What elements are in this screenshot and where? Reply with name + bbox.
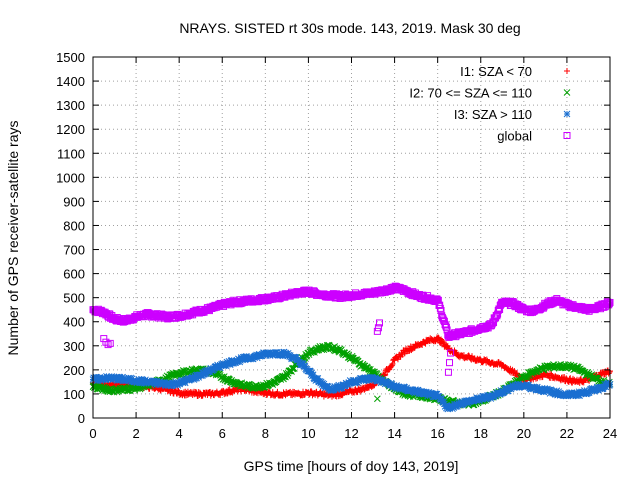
data-point — [605, 301, 613, 309]
legend: I1: SZA < 70 I2: 70 <= SZA <= 110 I3: SZA … — [409, 64, 571, 144]
data-point — [374, 324, 382, 332]
x-tick-label: 12 — [344, 426, 358, 441]
y-tick-label: 400 — [63, 315, 85, 330]
data-point — [373, 327, 381, 335]
y-tick-label: 1200 — [56, 122, 85, 137]
data-point — [437, 306, 445, 314]
x-tick-label: 6 — [219, 426, 226, 441]
data-point — [490, 319, 498, 327]
y-tick-label: 1400 — [56, 74, 85, 89]
legend-label: I1: SZA < 70 — [460, 64, 532, 79]
data-point — [274, 388, 281, 395]
legend-marker — [563, 110, 571, 118]
data-point — [421, 339, 428, 346]
y-tick-label: 800 — [63, 218, 85, 233]
plot-area — [89, 282, 614, 413]
x-tick-label: 2 — [132, 426, 139, 441]
data-point — [238, 388, 245, 395]
y-tick-label: 1100 — [57, 146, 85, 161]
x-tick-label: 8 — [262, 426, 269, 441]
data-point — [217, 392, 224, 399]
data-point — [605, 382, 613, 389]
data-point — [182, 392, 189, 399]
y-tick-label: 1500 — [56, 50, 85, 65]
y-axis-label: Number of GPS receiver-satellite rays — [5, 121, 21, 356]
data-point — [605, 300, 613, 308]
x-tick-label: 14 — [387, 426, 401, 441]
data-point — [434, 296, 442, 304]
data-point — [444, 368, 452, 376]
data-point — [175, 387, 182, 394]
data-point — [100, 335, 108, 343]
y-tick-label: 100 — [63, 387, 85, 402]
series-i3-sza-110 — [89, 348, 614, 413]
chart-title: NRAYS. SISTED rt 30s mode. 143, 2019. Ma… — [179, 20, 520, 36]
data-point — [492, 314, 500, 322]
data-points — [89, 282, 614, 413]
data-point — [422, 340, 429, 347]
data-point — [373, 395, 381, 403]
data-point — [444, 342, 451, 349]
legend-marker — [563, 89, 571, 96]
data-point — [442, 322, 450, 330]
data-point — [440, 339, 447, 346]
data-point — [195, 389, 202, 396]
data-point — [439, 337, 446, 344]
axis-ticks: 0 2 4 6 8 10 12 14 16 18 20 22 240100200300400500600… — [56, 50, 617, 441]
data-point — [389, 360, 396, 367]
y-tick-label: 0 — [78, 411, 85, 426]
legend-label: I3: SZA > 110 — [454, 107, 532, 122]
x-tick-label: 24 — [603, 426, 617, 441]
y-tick-label: 600 — [63, 267, 85, 282]
data-point — [446, 359, 454, 367]
outlier-cluster — [373, 319, 384, 335]
legend-label: I2: 70 <= SZA <= 110 — [409, 86, 532, 101]
outlier-cluster — [444, 349, 455, 376]
y-tick-label: 700 — [63, 243, 85, 258]
y-tick-label: 300 — [63, 339, 85, 354]
y-tick-label: 900 — [63, 194, 85, 209]
data-point — [104, 341, 112, 349]
data-point — [465, 352, 472, 359]
grid — [93, 57, 610, 418]
data-point — [224, 390, 231, 397]
series-global — [89, 282, 614, 341]
data-point — [376, 319, 384, 327]
data-point — [216, 370, 223, 378]
data-point — [174, 387, 181, 394]
y-tick-label: 1300 — [56, 98, 85, 113]
data-point — [303, 352, 311, 359]
outlier-cluster — [100, 335, 114, 349]
x-axis-label: GPS time [hours of doy 143, 2019] — [244, 458, 459, 474]
y-tick-label: 200 — [63, 363, 85, 378]
x-tick-label: 22 — [560, 426, 574, 441]
data-point — [605, 370, 612, 377]
x-tick-label: 10 — [301, 426, 315, 441]
legend-label: global — [497, 129, 532, 144]
data-point — [447, 349, 455, 357]
data-point — [388, 362, 395, 369]
data-point — [184, 388, 191, 395]
outlier-cluster — [373, 395, 381, 403]
data-point — [436, 304, 444, 312]
data-point — [567, 375, 574, 382]
data-point — [533, 366, 540, 374]
x-tick-label: 20 — [517, 426, 531, 441]
legend-marker — [564, 68, 570, 74]
legend-marker — [563, 132, 571, 139]
data-point — [102, 338, 110, 346]
data-point — [438, 336, 445, 343]
x-tick-label: 4 — [176, 426, 183, 441]
data-point — [106, 339, 114, 347]
x-tick-label: 16 — [430, 426, 444, 441]
data-point — [494, 310, 502, 318]
y-tick-label: 500 — [63, 291, 85, 306]
data-point — [199, 393, 206, 400]
x-tick-label: 18 — [474, 426, 488, 441]
y-tick-label: 1000 — [56, 170, 85, 185]
x-tick-label: 0 — [89, 426, 96, 441]
